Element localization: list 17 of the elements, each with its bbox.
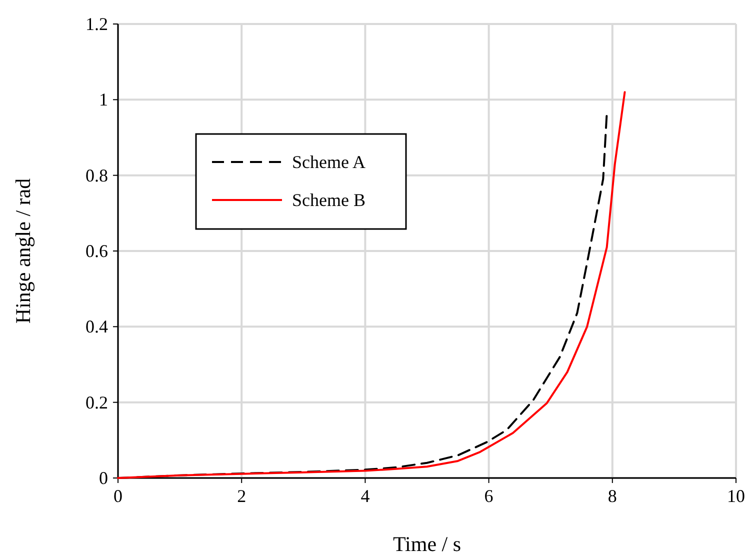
y-tick-label: 0.6	[86, 241, 108, 261]
y-tick-label: 1.2	[86, 14, 108, 34]
y-tick-label: 0	[99, 468, 108, 488]
x-tick-label: 0	[114, 486, 122, 506]
y-tick-label: 0.2	[86, 392, 108, 412]
x-tick-label: 2	[237, 486, 246, 506]
legend-label: Scheme A	[292, 152, 366, 172]
x-axis-title: Time / s	[392, 532, 462, 556]
y-axis-title: Hinge angle / rad	[11, 178, 35, 324]
x-tick-label: 8	[608, 486, 617, 506]
y-tick-label: 1	[99, 90, 108, 110]
y-tick-label: 0.4	[86, 316, 108, 337]
legend-label: Scheme B	[292, 190, 366, 210]
x-tick-label: 6	[484, 486, 494, 506]
x-tick-label: 10	[727, 486, 745, 506]
x-tick-label: 4	[360, 486, 370, 506]
y-tick-label: 0.8	[86, 165, 108, 186]
